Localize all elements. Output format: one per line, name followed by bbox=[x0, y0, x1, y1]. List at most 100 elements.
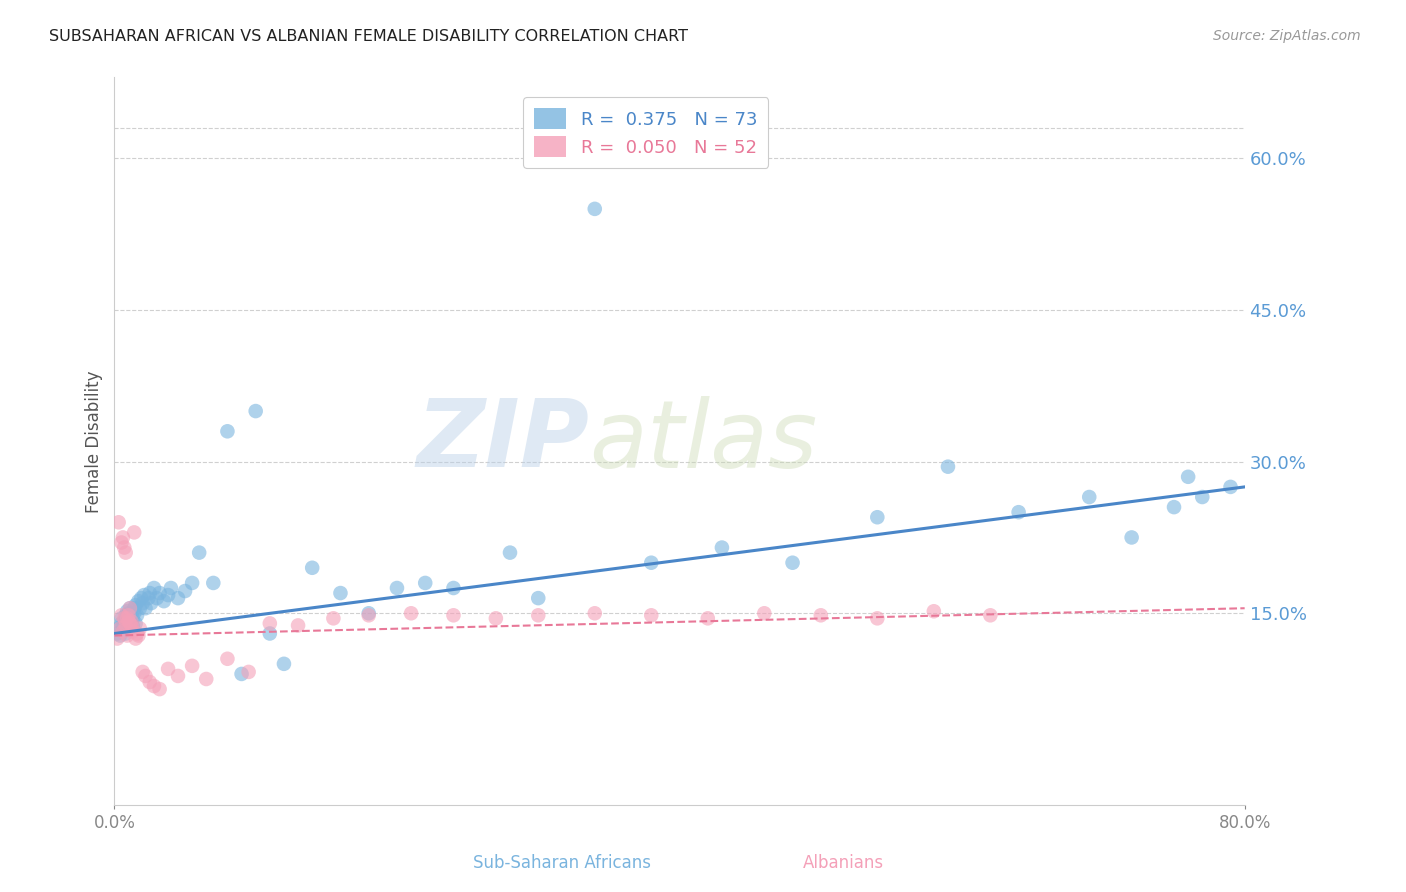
Point bbox=[127, 628, 149, 642]
Point bbox=[640, 608, 662, 623]
Point bbox=[134, 601, 156, 615]
Point bbox=[696, 611, 718, 625]
Point bbox=[124, 632, 146, 646]
Point bbox=[583, 607, 606, 621]
Point bbox=[754, 607, 776, 621]
Point bbox=[114, 546, 136, 560]
Point bbox=[936, 459, 959, 474]
Text: SUBSAHARAN AFRICAN VS ALBANIAN FEMALE DISABILITY CORRELATION CHART: SUBSAHARAN AFRICAN VS ALBANIAN FEMALE DI… bbox=[49, 29, 688, 44]
Point bbox=[112, 622, 135, 636]
Point bbox=[114, 626, 136, 640]
Point bbox=[110, 608, 132, 623]
Point bbox=[111, 624, 134, 639]
Point bbox=[231, 667, 253, 681]
Point bbox=[167, 669, 190, 683]
Point bbox=[1163, 500, 1185, 515]
Point bbox=[301, 561, 323, 575]
Point bbox=[810, 608, 832, 623]
Point bbox=[111, 618, 134, 632]
Point bbox=[1121, 531, 1143, 545]
Point bbox=[128, 622, 150, 636]
Point bbox=[105, 632, 128, 646]
Point bbox=[125, 626, 148, 640]
Point bbox=[238, 665, 260, 679]
Point bbox=[120, 608, 142, 623]
Point bbox=[188, 546, 211, 560]
Point bbox=[127, 594, 149, 608]
Point bbox=[120, 618, 142, 632]
Point bbox=[443, 581, 465, 595]
Point bbox=[259, 626, 281, 640]
Point bbox=[527, 608, 550, 623]
Point bbox=[110, 611, 132, 625]
Point bbox=[181, 658, 204, 673]
Point bbox=[121, 611, 143, 625]
Point bbox=[124, 616, 146, 631]
Point bbox=[202, 576, 225, 591]
Point bbox=[138, 586, 160, 600]
Point bbox=[866, 611, 889, 625]
Point bbox=[115, 628, 138, 642]
Point bbox=[122, 607, 145, 621]
Point bbox=[115, 618, 138, 632]
Point bbox=[110, 535, 132, 549]
Point bbox=[181, 576, 204, 591]
Point bbox=[485, 611, 508, 625]
Point bbox=[108, 628, 131, 642]
Point bbox=[118, 616, 141, 631]
Point bbox=[112, 615, 135, 629]
Point bbox=[640, 556, 662, 570]
Text: Albanians: Albanians bbox=[803, 855, 884, 872]
Point bbox=[117, 607, 139, 621]
Point bbox=[134, 669, 156, 683]
Point bbox=[118, 616, 141, 631]
Point bbox=[120, 615, 142, 629]
Point bbox=[121, 624, 143, 639]
Point bbox=[157, 662, 180, 676]
Point bbox=[217, 425, 239, 439]
Point bbox=[118, 601, 141, 615]
Point bbox=[111, 624, 134, 639]
Point bbox=[122, 601, 145, 615]
Point bbox=[499, 546, 522, 560]
Point bbox=[122, 525, 145, 540]
Point bbox=[112, 541, 135, 555]
Point bbox=[117, 613, 139, 627]
Point bbox=[131, 596, 153, 610]
Point bbox=[167, 591, 190, 606]
Text: atlas: atlas bbox=[589, 396, 817, 487]
Point bbox=[111, 531, 134, 545]
Point bbox=[117, 615, 139, 629]
Point bbox=[287, 618, 309, 632]
Point bbox=[105, 626, 128, 640]
Point bbox=[527, 591, 550, 606]
Point bbox=[195, 672, 218, 686]
Point bbox=[149, 586, 172, 600]
Point bbox=[866, 510, 889, 524]
Point bbox=[1078, 490, 1101, 504]
Point bbox=[117, 622, 139, 636]
Point bbox=[125, 608, 148, 623]
Point bbox=[146, 591, 169, 606]
Y-axis label: Female Disability: Female Disability bbox=[86, 370, 103, 513]
Text: Sub-Saharan Africans: Sub-Saharan Africans bbox=[474, 855, 651, 872]
Point bbox=[1191, 490, 1213, 504]
Point bbox=[922, 604, 945, 618]
Point bbox=[112, 611, 135, 625]
Point bbox=[143, 679, 166, 693]
Point bbox=[217, 652, 239, 666]
Point bbox=[131, 665, 153, 679]
Point bbox=[385, 581, 408, 595]
Point bbox=[139, 596, 162, 610]
Point bbox=[118, 601, 141, 615]
Point bbox=[138, 675, 160, 690]
Point bbox=[1177, 470, 1199, 484]
Point bbox=[174, 584, 197, 599]
Point bbox=[107, 622, 129, 636]
Point bbox=[143, 581, 166, 595]
Point bbox=[583, 202, 606, 216]
Point bbox=[117, 608, 139, 623]
Point bbox=[110, 616, 132, 631]
Legend: R =  0.375   N = 73, R =  0.050   N = 52: R = 0.375 N = 73, R = 0.050 N = 52 bbox=[523, 97, 768, 168]
Point bbox=[121, 618, 143, 632]
